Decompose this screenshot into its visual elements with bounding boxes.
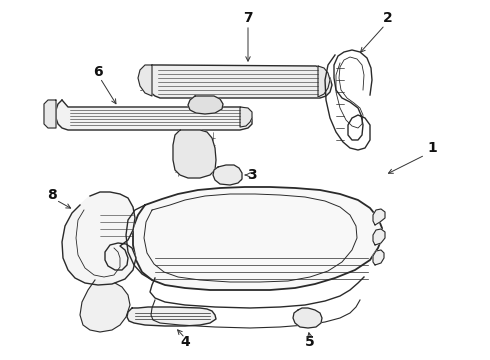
Polygon shape [127,307,216,326]
Polygon shape [318,66,330,97]
Polygon shape [373,250,384,265]
Text: 6: 6 [93,65,103,79]
Polygon shape [56,100,252,130]
Polygon shape [62,192,136,285]
Polygon shape [373,229,385,245]
Text: 3: 3 [247,168,257,182]
Polygon shape [44,100,56,128]
Text: 2: 2 [383,11,393,25]
Polygon shape [133,187,382,290]
Polygon shape [138,65,152,96]
Polygon shape [80,280,130,332]
Polygon shape [173,130,216,178]
Polygon shape [213,165,242,185]
Polygon shape [145,65,332,98]
Text: 8: 8 [47,188,57,202]
Text: 7: 7 [243,11,253,25]
Text: 1: 1 [427,141,437,155]
Polygon shape [188,96,223,114]
Text: 5: 5 [305,335,315,349]
Text: 4: 4 [180,335,190,349]
Polygon shape [373,209,385,225]
Polygon shape [240,107,252,127]
Polygon shape [293,308,322,328]
